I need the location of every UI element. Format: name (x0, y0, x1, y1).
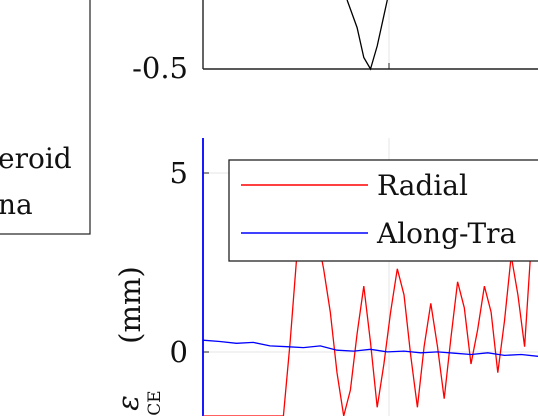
top-panel: -0.5 (132, 0, 538, 85)
side-legend-line-1: eroid (0, 142, 72, 175)
y-label-subscript: CE (145, 390, 165, 415)
bottom-panel: 5 0 (mm) ε CE Radial Along-Tra (111, 138, 538, 416)
chart-legend-box (228, 159, 538, 262)
side-legend-box (0, 0, 91, 235)
legend-label-along-track: Along-Tra (376, 217, 516, 250)
bottom-panel-y-tick-label-0: 0 (170, 335, 188, 369)
top-panel-y-tick-label: -0.5 (132, 51, 188, 85)
series-line-radial (203, 182, 538, 416)
top-panel-series-line (346, 0, 388, 71)
y-label-unit: (mm) (113, 266, 147, 344)
chart-legend: Radial Along-Tra (228, 159, 538, 262)
side-legend-line-2: na (0, 188, 33, 221)
bottom-panel-y-tick-label-5: 5 (170, 156, 188, 190)
y-label-symbol: ε (111, 395, 145, 411)
bottom-panel-y-label: (mm) ε CE (111, 266, 165, 416)
side-legend: eroid na (0, 0, 91, 235)
series-line-along-track (202, 339, 538, 357)
legend-label-radial: Radial (377, 169, 468, 202)
